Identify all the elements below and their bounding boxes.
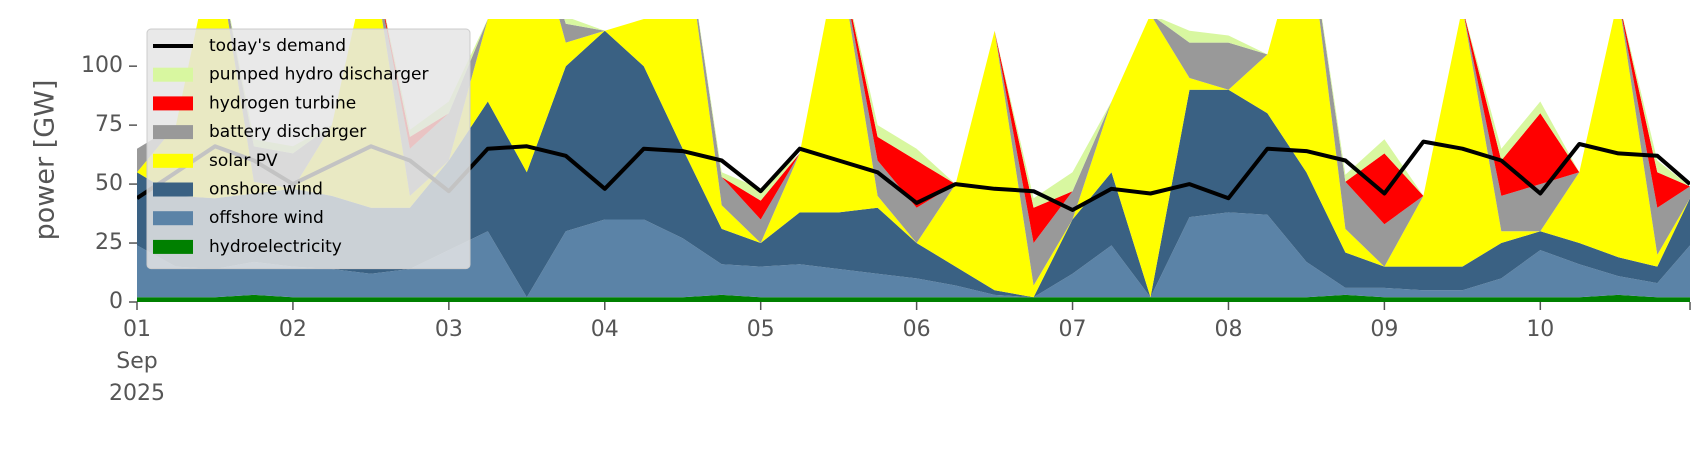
legend-swatch: [153, 96, 193, 111]
legend-box: [146, 28, 471, 270]
area: [137, 19, 1690, 298]
x-tick-label: 10: [1526, 317, 1554, 342]
x-tick-label: 08: [1214, 317, 1242, 342]
legend-swatch: [153, 211, 193, 226]
y-tick-label: 75: [95, 112, 123, 137]
legend-swatch: [153, 67, 193, 82]
legend-swatch: [153, 182, 193, 197]
legend-label: onshore wind: [209, 180, 323, 200]
area: [137, 212, 1690, 298]
y-tick-label: 50: [95, 171, 123, 196]
x-tick-label: 06: [903, 317, 931, 342]
legend-label: hydroelectricity: [209, 237, 342, 257]
legend-swatch: [153, 125, 193, 140]
legend-swatch: [153, 153, 193, 168]
legend-label: hydrogen turbine: [209, 93, 356, 113]
x-tick-label: 01 Sep 2025: [109, 317, 165, 406]
x-tick-label: 09: [1370, 317, 1398, 342]
x-tick-label: 05: [747, 317, 775, 342]
y-tick-label: 25: [95, 230, 123, 255]
legend-label: today's demand: [209, 36, 346, 56]
legend-label: battery discharger: [209, 122, 366, 142]
area: [137, 294, 1690, 302]
y-tick-label: 0: [109, 289, 123, 314]
x-tick-label: 02: [279, 317, 307, 342]
x-tick-label: 07: [1059, 317, 1087, 342]
x-tick-label: 03: [435, 317, 463, 342]
legend-label: solar PV: [209, 151, 278, 171]
legend: today's demand pumped hydro discharger hyd…: [146, 28, 471, 270]
legend-label: pumped hydro discharger: [209, 65, 428, 85]
y-tick-label: 100: [81, 53, 123, 78]
area: [137, 30, 1690, 298]
y-axis-label: power [GW]: [30, 80, 61, 241]
x-tick-label: 04: [591, 317, 619, 342]
legend-swatch: [153, 239, 193, 254]
legend-label: offshore wind: [209, 208, 324, 228]
